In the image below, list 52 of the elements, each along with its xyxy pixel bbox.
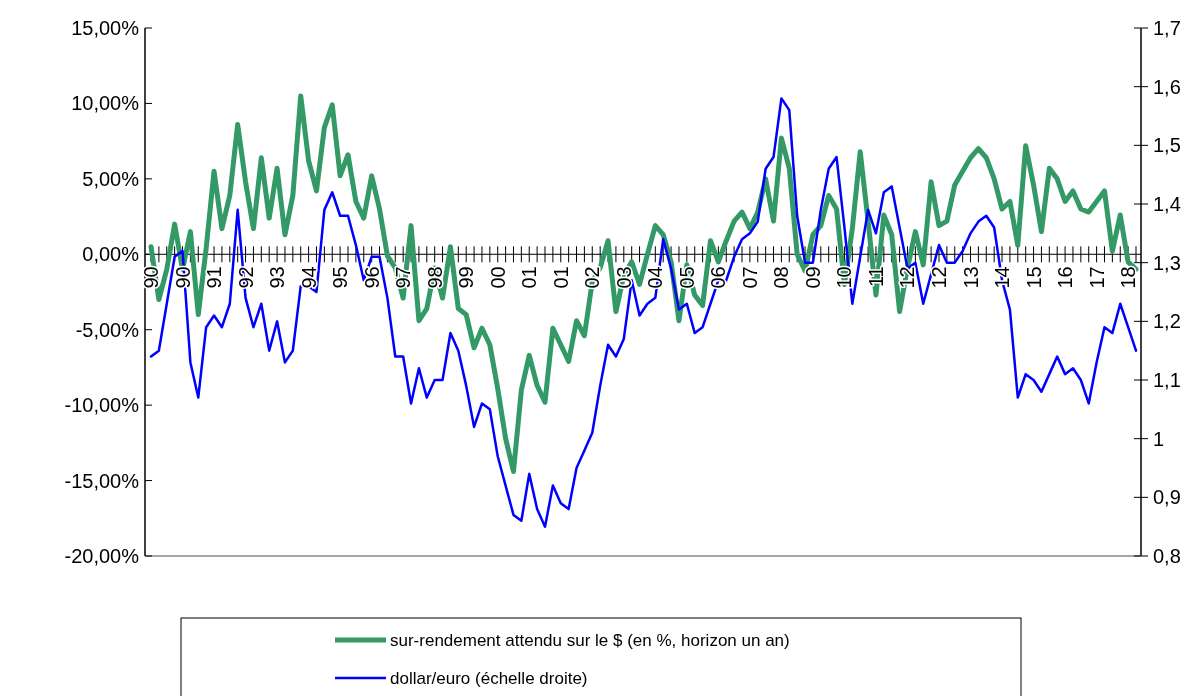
x-tick-label: 06 [707,266,730,289]
y-tick-label: -10,00% [64,394,140,417]
y-tick-label: -5,00% [75,318,140,341]
y2-tick-label: 1,4 [1153,193,1181,215]
y-tick-label: 0,00% [82,243,140,266]
x-tick-label: 91 [203,266,226,289]
y2-tick-label: 1,2 [1153,310,1181,333]
x-tick-label: 13 [959,266,982,289]
y2-tick-label: 1,6 [1153,75,1181,98]
x-tick-label: 11 [864,266,887,288]
x-tick-label: 12 [928,266,950,289]
y-tick-label: 5,00% [82,167,140,190]
y-tick-label: 10,00% [71,92,140,115]
x-tick-label: 99 [455,266,478,289]
x-tick-label: 15 [1022,266,1045,289]
y2-tick-label: 1 [1153,427,1165,450]
y2-tick-label: 0,9 [1153,486,1181,509]
x-tick-label: 01 [518,266,541,289]
y2-tick-label: 1,3 [1153,251,1181,274]
x-tick-label: 90 [140,266,162,289]
x-tick-label: 92 [234,266,257,289]
x-tick-label: 97 [392,266,415,289]
x-tick-label: 93 [266,266,289,289]
x-tick-label: 09 [801,266,824,289]
x-tick-label: 03 [612,266,635,289]
y-tick-label: 15,00% [71,17,140,39]
x-tick-label: 18 [1117,266,1140,289]
x-tick-label: 98 [423,266,446,289]
y2-tick-label: 1,5 [1153,134,1181,157]
y-tick-label: -15,00% [64,469,140,492]
x-tick-label: 16 [1054,266,1077,289]
x-tick-label: 05 [675,266,698,289]
y2-tick-label: 1,7 [1153,17,1181,39]
legend-label: dollar/euro (échelle droite) [390,668,588,688]
x-tick-label: 10 [833,266,856,289]
x-tick-label: 14 [991,266,1014,289]
x-tick-label: 94 [297,266,320,289]
x-tick-label: 08 [770,266,793,289]
x-tick-label: 07 [738,266,761,289]
y2-tick-label: 0,8 [1153,545,1181,567]
legend-label: sur-rendement attendu sur le $ (en %, horizon un an) [390,630,790,650]
x-tick-label: 01 [549,266,572,289]
x-tick-label: 96 [360,266,383,289]
x-tick-label: 12 [896,266,919,289]
x-tick-label: 95 [329,266,352,289]
y2-tick-label: 1,1 [1153,369,1181,391]
x-tick-label: 00 [486,266,509,289]
x-tick-label: 90 [171,266,194,289]
x-tick-label: 02 [581,266,604,289]
y-tick-label: -20,00% [64,545,140,567]
x-tick-label: 17 [1085,266,1108,289]
x-tick-label: 04 [644,266,667,289]
